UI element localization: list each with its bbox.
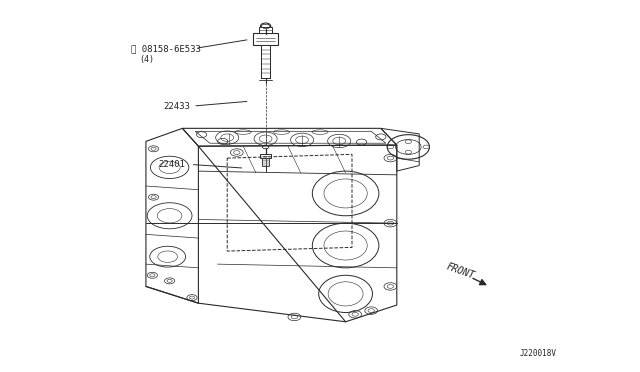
Bar	[253, 33, 278, 45]
Text: 22433: 22433	[163, 102, 190, 110]
Text: 22401: 22401	[158, 160, 185, 169]
Text: (4): (4)	[140, 55, 154, 64]
Text: Ⓛ 08158-6E533: Ⓛ 08158-6E533	[131, 44, 201, 53]
Bar	[261, 45, 270, 78]
Text: J220018V: J220018V	[520, 349, 557, 358]
Bar	[260, 154, 271, 158]
Bar	[262, 158, 269, 166]
Text: FRONT: FRONT	[445, 262, 476, 281]
Bar	[259, 27, 272, 33]
